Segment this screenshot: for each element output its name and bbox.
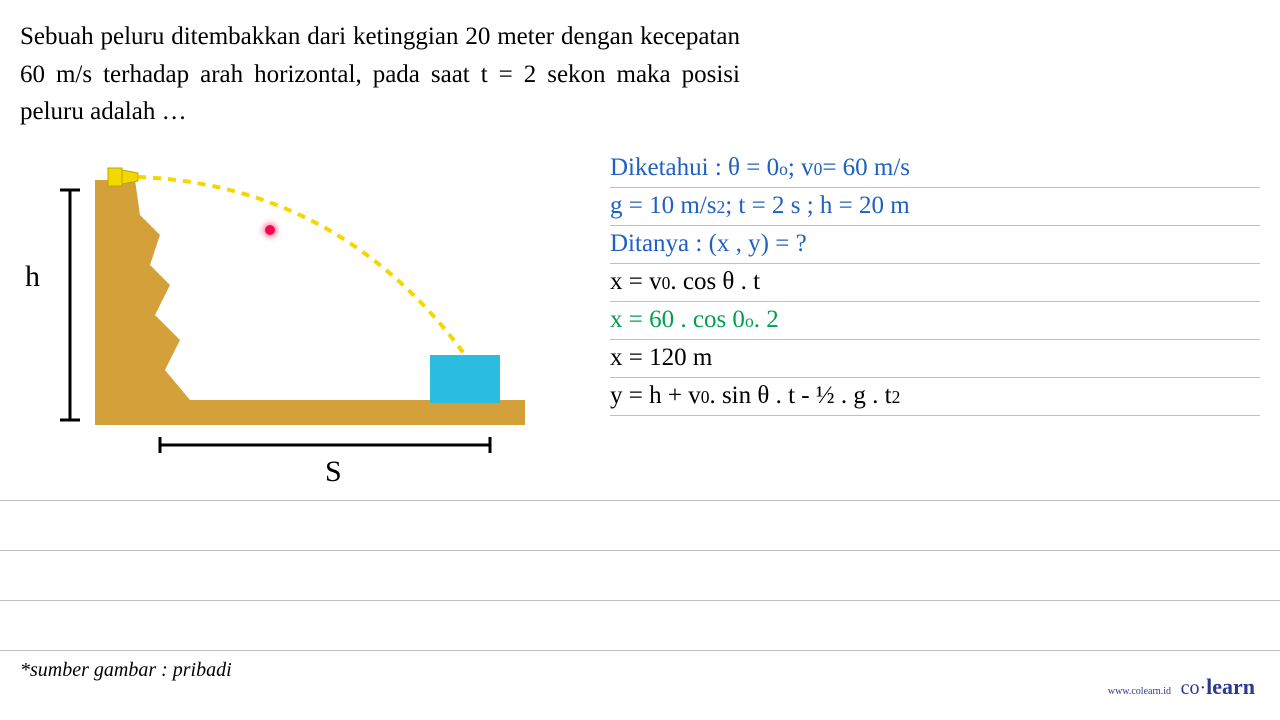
highlight-dot: [265, 225, 275, 235]
rule-line: [0, 600, 1280, 601]
distance-label: S: [325, 455, 342, 489]
work-line-5: x = 120 m: [610, 340, 1260, 378]
brand-prefix: co·: [1181, 677, 1207, 699]
diagram-svg: [60, 165, 560, 505]
image-attribution: *sumber gambar : pribadi: [20, 659, 232, 682]
work-line-3: x = v0 . cos θ . t: [610, 264, 1260, 302]
brand-site: www.colearn.id: [1108, 686, 1171, 697]
rule-line: [0, 500, 1280, 501]
brand-main: learn: [1206, 674, 1255, 699]
work-line-4: x = 60 . cos 0o . 2: [610, 302, 1260, 340]
height-label: h: [25, 260, 40, 294]
projectile-diagram: [60, 165, 560, 505]
rule-line: [0, 650, 1280, 651]
worksheet: Diketahui : θ = 0o ; v0 = 60 m/sg = 10 m…: [610, 150, 1260, 416]
question-text: Sebuah peluru ditembakkan dari ketinggia…: [20, 18, 740, 131]
brand-logo: www.colearn.id co·learn: [1108, 674, 1255, 700]
work-line-0: Diketahui : θ = 0o ; v0 = 60 m/s: [610, 150, 1260, 188]
work-line-2: Ditanya : (x , y) = ?: [610, 226, 1260, 264]
rule-line: [0, 550, 1280, 551]
work-line-6: y = h + v0 . sin θ . t - ½ . g . t2: [610, 378, 1260, 416]
work-line-1: g = 10 m/s2 ; t = 2 s ; h = 20 m: [610, 188, 1260, 226]
